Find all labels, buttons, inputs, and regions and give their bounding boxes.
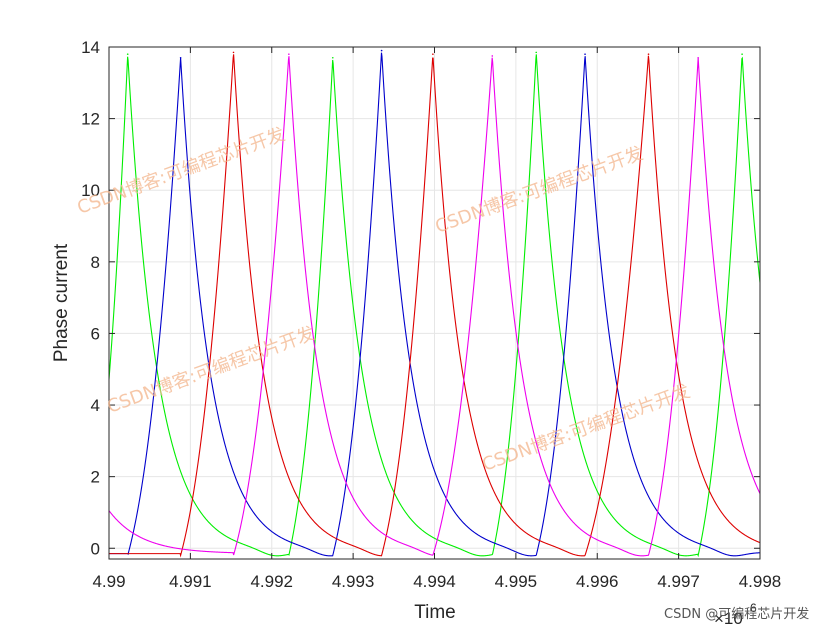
series-peak-point	[535, 51, 538, 54]
series-peak-point	[331, 56, 334, 59]
x-tick-label: 4.99	[92, 572, 125, 591]
series-line-2	[109, 52, 761, 557]
x-tick-label: 4.997	[657, 572, 700, 591]
x-tick-label: 4.993	[332, 572, 375, 591]
series-peak-point	[741, 53, 743, 55]
y-tick-label: 0	[91, 539, 100, 558]
series-layer	[108, 49, 761, 558]
x-tick-label: 4.998	[739, 572, 782, 591]
series-peak-point	[232, 51, 235, 54]
y-tick-label: 8	[91, 253, 100, 272]
series-peak-point	[126, 53, 129, 55]
y-axis-label: Phase current	[51, 243, 72, 362]
series-peak-point	[288, 53, 290, 55]
series-peak-point	[647, 53, 650, 55]
x-exponent-label: ×10	[714, 609, 743, 628]
series-peak-point	[584, 53, 586, 55]
series-line-4	[108, 56, 761, 557]
y-tick-label: 14	[81, 38, 100, 57]
x-tick-label: 4.995	[495, 572, 538, 591]
y-tick-label: 4	[91, 396, 100, 415]
x-tick-label: 4.992	[250, 572, 293, 591]
series-peak-point	[432, 53, 434, 55]
series-peak-point	[380, 49, 383, 52]
axis-ticks: 4.99 4.991 4.992 4.993 4.994 4.995 4.996 4.997 4…	[81, 38, 781, 591]
x-exponent-power: 6	[750, 601, 757, 615]
x-axis-label: Time	[414, 602, 456, 623]
x-tick-label: 4.994	[413, 572, 456, 591]
csdn-footer: CSDN @可编程芯片开发	[664, 606, 809, 622]
series-peak-point	[697, 56, 699, 59]
y-tick-label: 12	[81, 110, 100, 129]
y-tick-label: 6	[91, 324, 100, 343]
x-tick-label: 4.991	[169, 572, 212, 591]
series-peak-point	[179, 56, 182, 59]
y-tick-label: 2	[91, 468, 100, 487]
x-tick-label: 4.996	[576, 572, 619, 591]
series-peak-point	[491, 55, 494, 57]
series-line-3	[109, 54, 761, 558]
y-tick-label: 10	[81, 181, 100, 200]
